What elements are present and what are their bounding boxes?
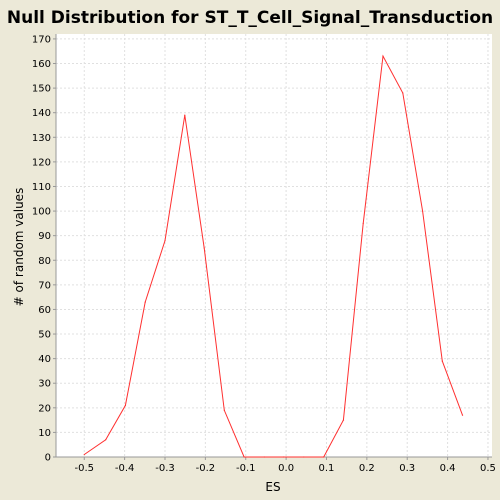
data-point [243, 456, 245, 458]
x-tick-label: -0.1 [236, 463, 256, 474]
x-tick-label: 0.5 [480, 463, 496, 474]
y-tick-label: 30 [38, 379, 51, 390]
data-point [362, 222, 364, 224]
y-tick-label: 160 [32, 59, 51, 70]
data-point [402, 92, 404, 94]
y-tick-label: 120 [32, 157, 51, 168]
y-tick-label: 150 [32, 84, 51, 95]
y-axis-label: # of random values [12, 188, 26, 307]
series-line [84, 54, 463, 458]
x-tick-label: -0.5 [75, 463, 95, 474]
x-tick-label: 0.2 [359, 463, 375, 474]
data-point [164, 239, 166, 242]
x-axis-label: ES [265, 480, 280, 494]
y-tick-label: 70 [38, 280, 51, 291]
data-point [124, 404, 127, 406]
y-tick-label: 0 [45, 453, 51, 464]
y-tick-label: 80 [38, 256, 51, 267]
chart-title: Null Distribution for ST_T_Cell_Signal_T… [7, 8, 493, 28]
data-point [203, 247, 205, 249]
data-point [441, 360, 443, 362]
x-tick-label: -0.2 [196, 463, 216, 474]
data-point [421, 210, 424, 212]
data-point [303, 456, 305, 458]
data-point [223, 409, 225, 411]
y-tick-label: 100 [32, 207, 51, 218]
y-tick-label: 110 [32, 182, 51, 193]
data-point [184, 114, 186, 116]
data-point [83, 453, 85, 456]
y-tick-label: 170 [32, 34, 51, 45]
data-point [263, 456, 265, 458]
x-tick-label: 0.4 [440, 463, 456, 474]
data-point [105, 439, 107, 441]
y-tick-label: 130 [32, 133, 51, 144]
y-tick-label: 10 [38, 428, 51, 439]
plot-area [56, 34, 492, 457]
y-tick-label: 60 [38, 305, 51, 316]
data-point [144, 301, 146, 303]
y-tick-label: 50 [38, 330, 51, 341]
data-point [323, 456, 325, 458]
data-point [342, 419, 345, 421]
x-tick-label: -0.3 [155, 463, 175, 474]
axes: -0.5 -0.4 -0.3 -0.2 -0.1 0.0 0.1 0.2 0.3 0.4 0.5 0 1… [32, 34, 496, 474]
data-point [461, 414, 464, 416]
grid [56, 34, 492, 458]
x-tick-label: 0.3 [399, 463, 415, 474]
x-tick-label: 0.1 [319, 463, 335, 474]
series-layer [83, 54, 464, 458]
y-tick-label: 140 [32, 108, 51, 119]
data-point [382, 55, 384, 57]
x-tick-label: -0.4 [115, 463, 135, 474]
y-tick-label: 40 [38, 354, 51, 365]
y-tick-label: 90 [38, 231, 51, 242]
x-tick-label: 0.0 [278, 463, 294, 474]
y-tick-label: 20 [38, 403, 51, 414]
data-point [283, 456, 285, 458]
